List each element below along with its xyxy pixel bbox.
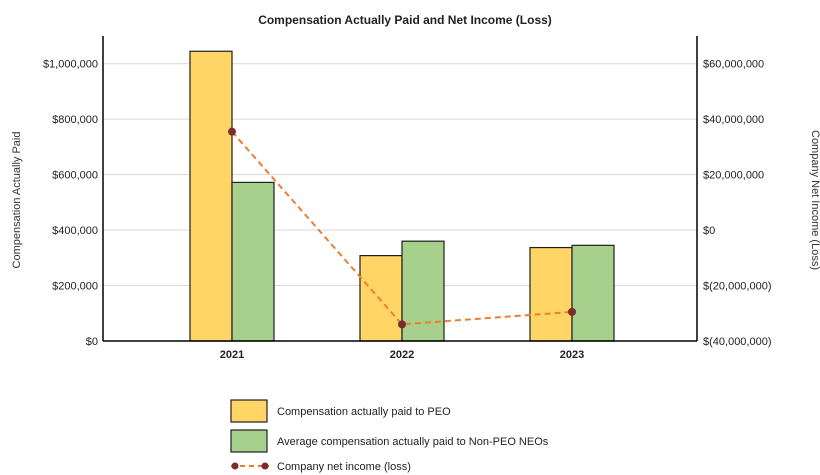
bar-non-peo-2022 [401,240,445,342]
legend-marker [261,462,269,470]
net-income-point-2022 [398,320,406,329]
y2-tick-label: $(20,000,000) [703,281,772,293]
y-tick-label: $200,000 [52,281,98,293]
axes [102,36,698,342]
y2-tick-label: $0 [703,225,715,237]
bar-peo-2021 [189,50,233,342]
x-tick-label: 2023 [560,349,584,361]
y2-tick-label: $60,000,000 [703,59,764,71]
bars [189,50,615,342]
bar-non-peo-2021 [231,181,275,342]
y-axis-label: Compensation Actually Paid [11,132,23,269]
bar-non-peo-2023 [571,244,615,342]
y-tick-label: $400,000 [52,225,98,237]
y-tick-label: $0 [86,336,98,348]
y2-tick-labels: $(40,000,000) $(20,000,000) $0 $20,000,000 $… [703,59,772,348]
y-tick-label: $1,000,000 [43,59,98,71]
x-tick-labels: 2021 2022 2023 [220,349,584,361]
x-tick-label: 2021 [220,349,244,361]
legend-swatch [230,429,268,453]
legend: Compensation actually paid to PEO Average… [230,399,549,473]
legend-label: Compensation actually paid to PEO [277,406,451,418]
y2-tick-label: $20,000,000 [703,170,764,182]
legend-swatch [230,399,268,423]
chart-title: Compensation Actually Paid and Net Incom… [258,13,552,27]
legend-marker [231,462,239,470]
y2-tick-label: $(40,000,000) [703,336,772,348]
net-income-point-2021 [228,127,236,136]
y-tick-label: $800,000 [52,114,98,126]
net-income-line [228,127,576,329]
bar-peo-2023 [529,246,573,342]
y-tick-label: $600,000 [52,170,98,182]
legend-label: Average compensation actually paid to No… [277,436,549,448]
y-tick-labels: $0 $200,000 $400,000 $600,000 $800,000 $1,000… [43,59,98,348]
net-income-series-line [231,130,573,326]
legend-label: Company net income (loss) [277,461,411,473]
bar-peo-2022 [359,255,403,342]
y2-axis-label: Company Net Income (Loss) [809,130,820,270]
x-tick-label: 2022 [390,349,414,361]
y2-tick-label: $40,000,000 [703,114,764,126]
net-income-point-2023 [568,307,576,316]
